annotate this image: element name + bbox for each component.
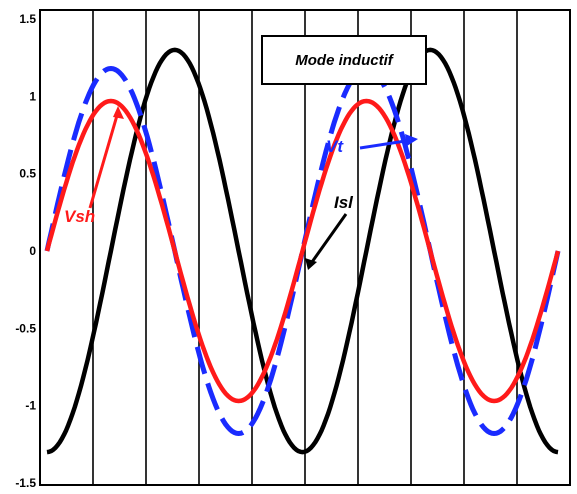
- series-vt-line: [44, 66, 561, 436]
- vsh-arrow-line: [88, 111, 120, 209]
- y-axis-ticks: 1.5 1 0.5 0 -0.5 -1 -1.5: [15, 12, 36, 490]
- vt-label: Vt: [326, 137, 344, 156]
- series-layer: [44, 47, 561, 455]
- vsh-label: Vsh: [64, 207, 95, 226]
- isl-label: Isl: [334, 193, 354, 212]
- vt-arrow-line: [359, 138, 413, 150]
- y-tick-label: -1.5: [15, 476, 36, 490]
- mode-annotation: Mode inductif: [261, 35, 427, 85]
- y-tick-label: 1: [29, 89, 36, 103]
- series-vsh-line: [44, 98, 561, 404]
- series-isl-line: [46, 47, 559, 455]
- y-tick-label: 1.5: [19, 12, 36, 26]
- vt-callout: Vt: [326, 134, 418, 156]
- y-tick-label: 0: [29, 244, 36, 258]
- vsh-arrow-head: [113, 106, 124, 119]
- y-tick-label: -1: [25, 399, 36, 413]
- mode-annotation-box: [261, 35, 427, 85]
- y-tick-label: 0.5: [19, 167, 36, 181]
- vt-arrow-head: [405, 134, 418, 146]
- isl-arrow-head: [305, 258, 317, 270]
- isl-arrow-line: [310, 213, 348, 263]
- isl-callout: Isl: [305, 193, 354, 270]
- vsh-callout: Vsh: [64, 106, 124, 226]
- y-tick-label: -0.5: [15, 321, 36, 335]
- mode-annotation-label: Mode inductif: [295, 52, 394, 69]
